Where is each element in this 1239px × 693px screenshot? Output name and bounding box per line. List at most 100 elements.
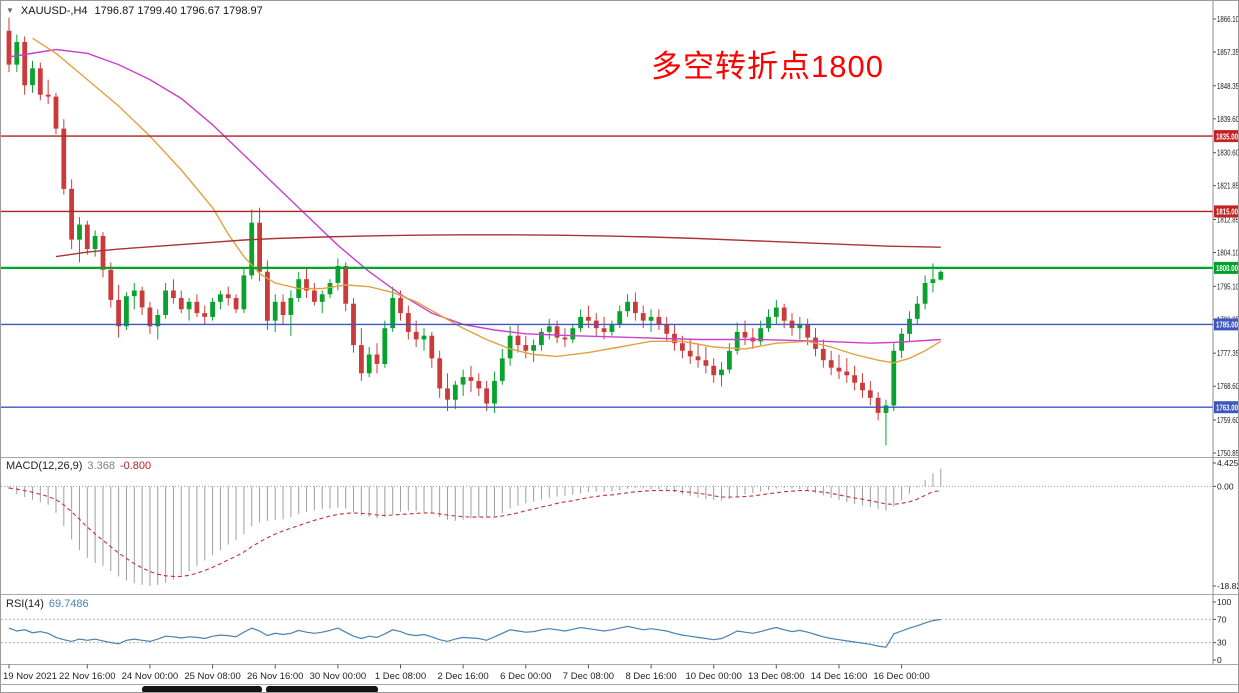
- time-axis-label[interactable]: 25 Nov 08:00: [184, 671, 241, 682]
- candle-bull: [186, 301, 192, 310]
- candle-bull: [460, 377, 466, 385]
- rsi-line: [8, 618, 941, 648]
- candle-bear: [69, 188, 74, 240]
- time-axis-label[interactable]: 24 Nov 00:00: [122, 671, 179, 682]
- time-axis-label[interactable]: 2 Dec 16:00: [437, 671, 488, 682]
- candle-bull: [124, 296, 129, 327]
- bottom-tab-1[interactable]: [142, 686, 262, 692]
- candle-bear: [265, 271, 270, 321]
- time-axis-label[interactable]: 26 Nov 16:00: [247, 671, 304, 682]
- candle-bear: [711, 365, 717, 376]
- candle-bull: [907, 318, 912, 334]
- price-tag-label: 1763.00: [1216, 402, 1238, 412]
- time-axis-label[interactable]: 16 Dec 00:00: [873, 671, 930, 682]
- price-axis-label[interactable]: 1759.60: [1217, 415, 1239, 425]
- candle-bull: [288, 298, 294, 315]
- macd-main-value: 3.368: [87, 460, 115, 472]
- price-axis-label[interactable]: 1830.60: [1217, 148, 1239, 158]
- bottom-bar: [1, 685, 1238, 692]
- rsi-scale-label: 30: [1217, 638, 1227, 648]
- price-axis-label[interactable]: 1804.10: [1217, 248, 1239, 258]
- candle-bull: [570, 328, 576, 340]
- price-tag: [1214, 401, 1238, 414]
- candle-bear: [304, 279, 309, 291]
- candle-bear: [742, 331, 748, 338]
- symbol-label: XAUUSD-,H4: [20, 5, 88, 17]
- candle-bear: [413, 331, 419, 340]
- candle-bear: [202, 313, 208, 317]
- candle-bull: [366, 354, 372, 374]
- candle-bull: [617, 311, 623, 325]
- candle-bear: [836, 367, 842, 372]
- ma-long-red: [55, 234, 941, 258]
- candle-bear: [84, 224, 90, 250]
- macd-label: MACD(12,26,9): [6, 460, 83, 472]
- candle-bear: [805, 324, 811, 338]
- time-axis-label[interactable]: 30 Nov 00:00: [310, 671, 367, 682]
- candle-bull: [390, 298, 396, 329]
- candle-bull: [891, 350, 897, 406]
- rsi-scale-label: 70: [1217, 614, 1227, 624]
- candle-bear: [398, 298, 403, 314]
- candle-bear: [405, 313, 411, 332]
- macd-header: MACD(12,26,9) 3.368 -0.800: [6, 460, 151, 472]
- candle-bear: [233, 298, 239, 310]
- candle-bull: [241, 275, 247, 310]
- candle-bull: [531, 345, 536, 351]
- time-axis-label[interactable]: 22 Nov 16:00: [59, 671, 116, 682]
- bottom-tab-2[interactable]: [266, 686, 378, 692]
- candle-bull: [319, 294, 325, 302]
- candle-bear: [22, 42, 28, 86]
- price-axis-label[interactable]: 1768.60: [1217, 381, 1239, 391]
- price-axis-label[interactable]: 1821.85: [1217, 181, 1239, 191]
- time-axis-label[interactable]: 1 Dec 08:00: [375, 671, 426, 682]
- price-axis-label[interactable]: 1812.85: [1217, 215, 1239, 225]
- chevron-down-icon: ▼: [6, 6, 14, 15]
- candle-bull: [218, 294, 223, 302]
- candle-bear: [633, 301, 638, 314]
- price-axis-label[interactable]: 1839.60: [1217, 114, 1239, 124]
- candle-bear: [484, 388, 489, 404]
- price-axis-label[interactable]: 1857.35: [1217, 47, 1239, 57]
- candle-bear: [53, 96, 59, 129]
- candle-bull: [797, 324, 803, 329]
- time-axis-label[interactable]: 14 Dec 16:00: [811, 671, 868, 682]
- candle-bear: [359, 345, 364, 374]
- price-axis-label[interactable]: 1795.10: [1217, 281, 1239, 291]
- candle-bear: [703, 360, 709, 366]
- candle-bear: [687, 350, 693, 357]
- candle-bear: [468, 377, 474, 381]
- candle-bull: [648, 316, 654, 321]
- price-axis-label[interactable]: 1848.35: [1217, 81, 1239, 91]
- ma-mid-orange: [32, 37, 942, 364]
- time-axis-label[interactable]: 13 Dec 08:00: [748, 671, 805, 682]
- macd-signal-value: -0.800: [119, 460, 152, 472]
- candle-bear: [656, 316, 662, 325]
- price-tag: [1214, 130, 1238, 143]
- price-tag: [1214, 205, 1238, 218]
- candle-bear: [116, 299, 121, 327]
- time-axis-label[interactable]: 6 Dec 00:00: [500, 671, 551, 682]
- rsi-scale-label: 0: [1217, 655, 1222, 665]
- price-axis-label[interactable]: 1750.85: [1217, 448, 1239, 458]
- candle-bull: [499, 358, 505, 381]
- candle-bear: [45, 94, 51, 97]
- price-axis-label[interactable]: 1777.35: [1217, 348, 1239, 358]
- candle-bull: [14, 42, 20, 65]
- time-axis-label[interactable]: 19 Nov 2021: [3, 671, 57, 682]
- candle-bear: [852, 375, 857, 383]
- macd-scale-label: 0.00: [1217, 481, 1234, 491]
- time-axis-label[interactable]: 7 Dec 08:00: [563, 671, 614, 682]
- candle-bear: [476, 380, 482, 389]
- price-tag: [1214, 261, 1238, 274]
- candle-bear: [562, 337, 568, 340]
- macd-scale-label: 4.425: [1217, 458, 1239, 468]
- candle-bull: [883, 405, 889, 413]
- price-tag-label: 1800.00: [1216, 263, 1238, 273]
- time-axis-label[interactable]: 10 Dec 00:00: [685, 671, 742, 682]
- rsi-label: RSI(14): [6, 598, 44, 610]
- price-axis-label[interactable]: 1866.10: [1217, 14, 1239, 24]
- time-axis-label[interactable]: 8 Dec 16:00: [625, 671, 676, 682]
